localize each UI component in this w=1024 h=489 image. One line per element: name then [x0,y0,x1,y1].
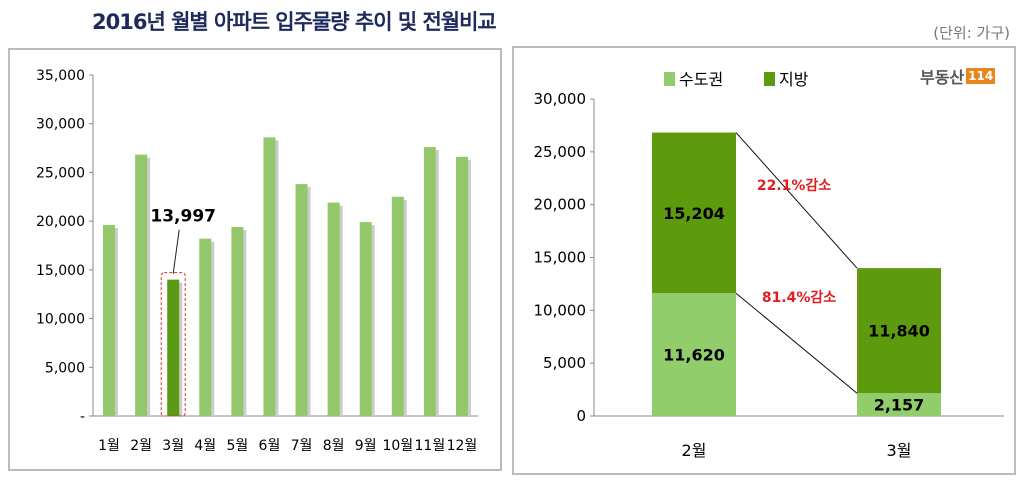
bar [295,184,308,416]
data-label: 11,840 [868,322,930,341]
page-title: 2016년 월별 아파트 입주물량 추이 및 전월비교 [92,10,497,34]
x-tick-label: 6월 [259,438,281,454]
bar [455,156,468,416]
connector-line [735,292,858,394]
annotation: 81.4%감소 [762,289,836,306]
bar [231,226,244,416]
data-label: 15,204 [663,204,725,223]
x-tick-label: 3월 [887,441,912,460]
highlight-box [160,272,186,417]
comparison-chart: 0 5,000 10,000 15,000 20,000 25,000 30,000 11,6… [534,70,1004,460]
y-tick-label: 10,000 [36,312,85,328]
annotation: 22.1%감소 [757,177,831,194]
stacked-bar-지방 [857,268,941,394]
y-tick-label: 20,000 [534,196,587,214]
x-tick-label: 1월 [98,438,120,454]
x-tick-label: 8월 [323,438,345,454]
y-tick-label: 35,000 [36,68,85,84]
y-tick-label: 20,000 [36,214,85,230]
x-tick-label: 9월 [355,438,377,454]
bar [135,154,148,416]
logo-text: 부동산 [920,68,965,87]
x-tick-label: 2월 [130,438,152,454]
legend-swatch [664,72,675,86]
logo: 부동산 114 [920,64,996,88]
bar [199,238,212,416]
connector-line [735,132,858,269]
y-tick-label: 0 [576,407,586,425]
monthly-chart: - 5,000 10,000 15,000 20,000 25,000 30,000 35,0… [36,68,478,454]
y-tick-label: 5,000 [543,354,586,372]
bar [263,137,276,416]
x-tick-label: 5월 [226,438,248,454]
y-tick-label: 15,000 [36,263,85,279]
x-tick-label: 2월 [682,441,707,460]
x-tick-label: 12월 [447,438,478,454]
stacked-bar-수도권 [652,293,736,416]
bar [103,225,116,416]
bar [391,196,404,416]
bar [359,222,372,416]
y-tick-label: 25,000 [534,143,587,161]
highlight-label: 13,997 [150,207,216,227]
legend-label: 수도권 [679,70,723,89]
y-tick-label: 30,000 [36,117,85,133]
y-tick-label: 5,000 [45,360,85,376]
x-tick-label: 3월 [162,438,184,454]
data-label: 2,157 [874,396,925,415]
y-tick-label: 30,000 [534,90,587,108]
x-tick-label: 10월 [382,438,413,454]
data-label: 11,620 [663,346,725,365]
y-tick-label: - [80,409,85,425]
legend-label: 지방 [779,70,809,89]
legend-swatch [764,72,775,86]
y-tick-label: 25,000 [36,165,85,181]
x-tick-label: 4월 [194,438,216,454]
bar [167,279,180,416]
logo-number: 114 [966,68,996,84]
x-tick-label: 7월 [291,438,313,454]
x-tick-label: 11월 [415,438,446,454]
comparison-chart-panel: 0 5,000 10,000 15,000 20,000 25,000 30,000 11,6… [512,46,1016,475]
bar [327,202,340,416]
y-tick-label: 10,000 [534,301,587,319]
monthly-chart-panel: - 5,000 10,000 15,000 20,000 25,000 30,000 35,0… [8,48,502,471]
unit-label: (단위: 가구) [933,24,1010,42]
stacked-bar-지방 [652,132,736,294]
callout-line [172,229,180,274]
stacked-bar-수도권 [857,393,941,416]
y-tick-label: 15,000 [534,249,587,267]
bar [423,147,436,416]
